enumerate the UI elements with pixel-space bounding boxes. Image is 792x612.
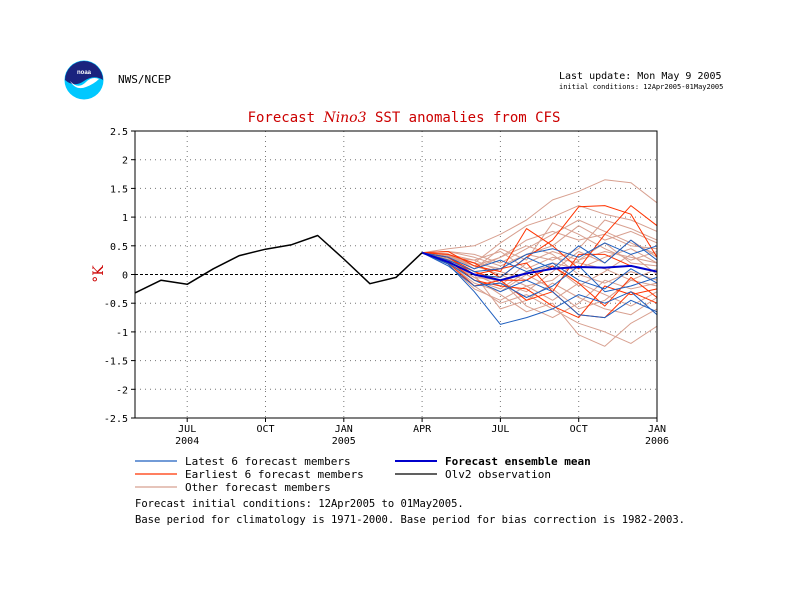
last-update-text: Last update: Mon May 9 2005 — [559, 71, 722, 82]
other-member-line — [422, 179, 658, 254]
legend: Latest 6 forecast members Forecast ensemb… — [135, 455, 591, 494]
legend-label: Earliest 6 forecast members — [185, 468, 364, 481]
y-axis-label: °K — [91, 265, 107, 283]
ensemble-mean-line — [421, 251, 658, 282]
x-tick-sublabel: 2004 — [175, 436, 199, 447]
earliest-members-series — [421, 205, 658, 319]
x-tick-label: OCT — [570, 424, 588, 435]
y-tick-label: 0 — [122, 271, 128, 282]
x-tick-label: JUL — [178, 424, 196, 435]
observation-series — [134, 234, 423, 294]
noaa-logo-icon: noaa — [64, 60, 104, 100]
latest-member-line — [421, 252, 658, 325]
logo-text: noaa — [77, 70, 92, 76]
y-tick-label: -1.5 — [104, 357, 128, 368]
y-tick-label: -1 — [116, 328, 128, 339]
observation-line — [134, 234, 423, 294]
earliest-member-line — [421, 252, 658, 319]
y-tick-label: 2 — [122, 156, 128, 167]
y-tick-label: 0.5 — [110, 242, 128, 253]
chart-title-part-2: Nino3 — [322, 110, 366, 126]
footnote-base-period: Base period for climatology is 1971-2000… — [135, 514, 685, 526]
legend-label: Latest 6 forecast members — [185, 455, 351, 468]
latest-member-line — [421, 242, 658, 273]
x-tick-label: JAN — [335, 424, 353, 435]
y-tick-labels: 2.5 2 1.5 1 0.5 0 -0.5 -1 -1.5 -2 -2.5 — [104, 127, 135, 425]
other-member-line — [422, 245, 658, 284]
y-tick-label: -2.5 — [104, 414, 128, 425]
latest-member-line — [421, 252, 658, 298]
initial-conditions-text: initial conditions: 12Apr2005-01May2005 — [559, 83, 724, 91]
gridlines — [135, 131, 657, 418]
latest-member-line — [422, 252, 658, 290]
latest-members-series — [421, 239, 658, 325]
earliest-member-line — [422, 205, 658, 273]
y-tick-label: -0.5 — [104, 299, 128, 310]
other-member-line — [421, 242, 658, 287]
earliest-member-line — [422, 252, 658, 319]
chart-title-part-1: Forecast — [248, 110, 324, 126]
legend-label: Other forecast members — [185, 481, 331, 494]
other-member-line — [422, 222, 658, 270]
chart-title: Forecast Nino3 SST anomalies from CFS — [248, 110, 561, 126]
x-tick-label: OCT — [256, 424, 274, 435]
x-tick-sublabel: 2006 — [645, 436, 669, 447]
x-tick-sublabel: 2005 — [332, 436, 356, 447]
x-tick-label: JUL — [491, 424, 509, 435]
agency-label: NWS/NCEP — [118, 73, 171, 86]
x-tick-label: APR — [413, 424, 432, 435]
latest-member-line — [421, 252, 658, 319]
y-tick-label: 2.5 — [110, 127, 128, 138]
footnote-initial-conditions: Forecast initial conditions: 12Apr2005 t… — [135, 498, 464, 510]
earliest-member-line — [421, 252, 658, 307]
x-tick-label: JAN — [648, 424, 666, 435]
y-tick-label: 1 — [122, 213, 128, 224]
legend-label: Forecast ensemble mean — [445, 455, 591, 468]
chart-title-part-3: SST anomalies from CFS — [367, 110, 561, 126]
y-tick-label: 1.5 — [110, 184, 128, 195]
legend-label: Olv2 observation — [445, 468, 551, 481]
ensemble-mean-series — [421, 251, 658, 282]
y-tick-label: -2 — [116, 385, 128, 396]
